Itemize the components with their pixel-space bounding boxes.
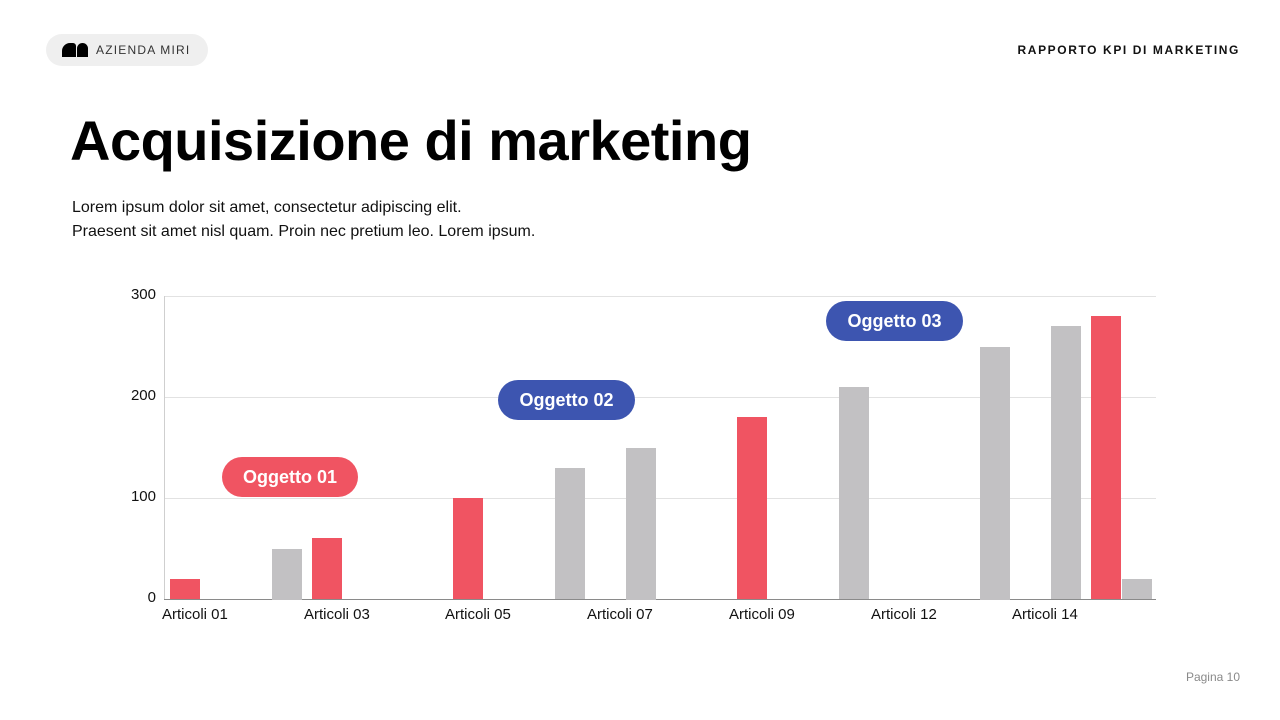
annotation-pill: Oggetto 03 [826,301,963,341]
bar-gray[interactable] [839,387,869,599]
annotation-pill: Oggetto 02 [498,380,635,420]
annotation-pill: Oggetto 01 [222,457,358,497]
brand-logo-icon [62,43,88,57]
subtitle-line-2: Praesent sit amet nisl quam. Proin nec p… [72,223,536,240]
y-tick-label: 200 [130,387,156,404]
x-tick-label: Articoli 07 [587,606,653,623]
bar-red[interactable] [1091,316,1121,599]
subtitle-line-1: Lorem ipsum dolor sit amet, consectetur … [72,199,462,216]
brand-name: AZIENDA MIRI [96,43,191,57]
bar-gray[interactable] [626,448,656,600]
bar-red[interactable] [453,498,483,599]
x-tick-label: Articoli 05 [445,606,511,623]
bar-red[interactable] [170,579,200,599]
x-tick-label: Articoli 01 [162,606,228,623]
y-tick-label: 100 [130,488,156,505]
x-tick-label: Articoli 14 [1012,606,1078,623]
bar-gray[interactable] [555,468,585,599]
x-tick-label: Articoli 03 [304,606,370,623]
y-axis [164,296,165,599]
bar-gray[interactable] [1051,326,1081,599]
x-tick-label: Articoli 09 [729,606,795,623]
y-tick-label: 0 [147,589,156,606]
bar-gray[interactable] [272,549,302,600]
bar-gray[interactable] [980,347,1010,600]
subtitle: Lorem ipsum dolor sit amet, consectetur … [72,196,535,244]
bar-red[interactable] [312,538,342,599]
y-tick-label: 300 [130,286,156,303]
page-number: Pagina 10 [1185,670,1240,684]
x-axis [164,599,1156,600]
page-title: Acquisizione di marketing [70,109,752,172]
brand-badge: AZIENDA MIRI [46,34,208,66]
x-tick-label: Articoli 12 [871,606,937,623]
gridline [164,498,1156,499]
bar-gray[interactable] [1122,579,1152,599]
gridline [164,397,1156,398]
bar-red[interactable] [737,417,767,599]
gridline [164,296,1156,297]
report-title: RAPPORTO KPI DI MARKETING [1017,43,1240,57]
